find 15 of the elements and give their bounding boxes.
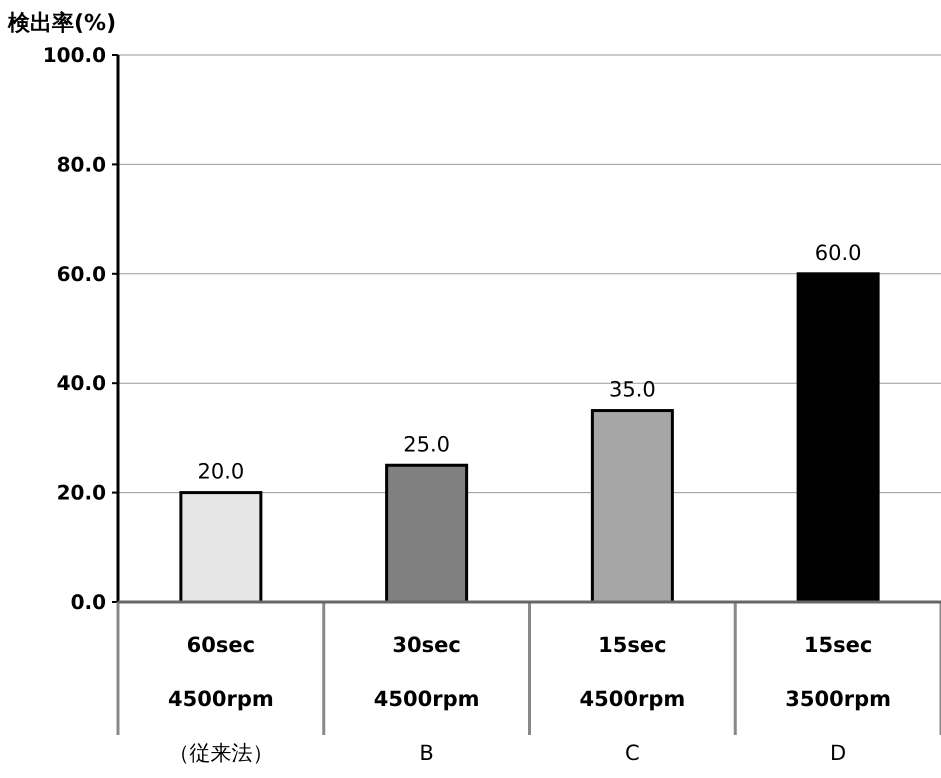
y-tick-label: 40.0 [56,371,106,396]
data-label: 20.0 [197,460,244,484]
data-label: 60.0 [814,240,862,265]
y-tick-label: 60.0 [56,262,106,286]
y-tick-label: 20.0 [56,480,106,505]
category-label: 15sec 4500rpm C [580,633,686,765]
y-tick-label: 80.0 [56,152,106,176]
y-axis-title: 検出率(%) [7,10,116,36]
data-label: 25.0 [403,432,450,456]
category-label: 15sec 3500rpm D [785,633,891,765]
y-tick-label: 100.0 [42,43,106,67]
category-label: 30sec 4500rpm B [374,633,480,765]
y-tick-label: 0.0 [70,590,106,614]
data-label: 35.0 [608,378,656,402]
category-label: 60sec 4500rpm （従来法） [168,633,274,765]
